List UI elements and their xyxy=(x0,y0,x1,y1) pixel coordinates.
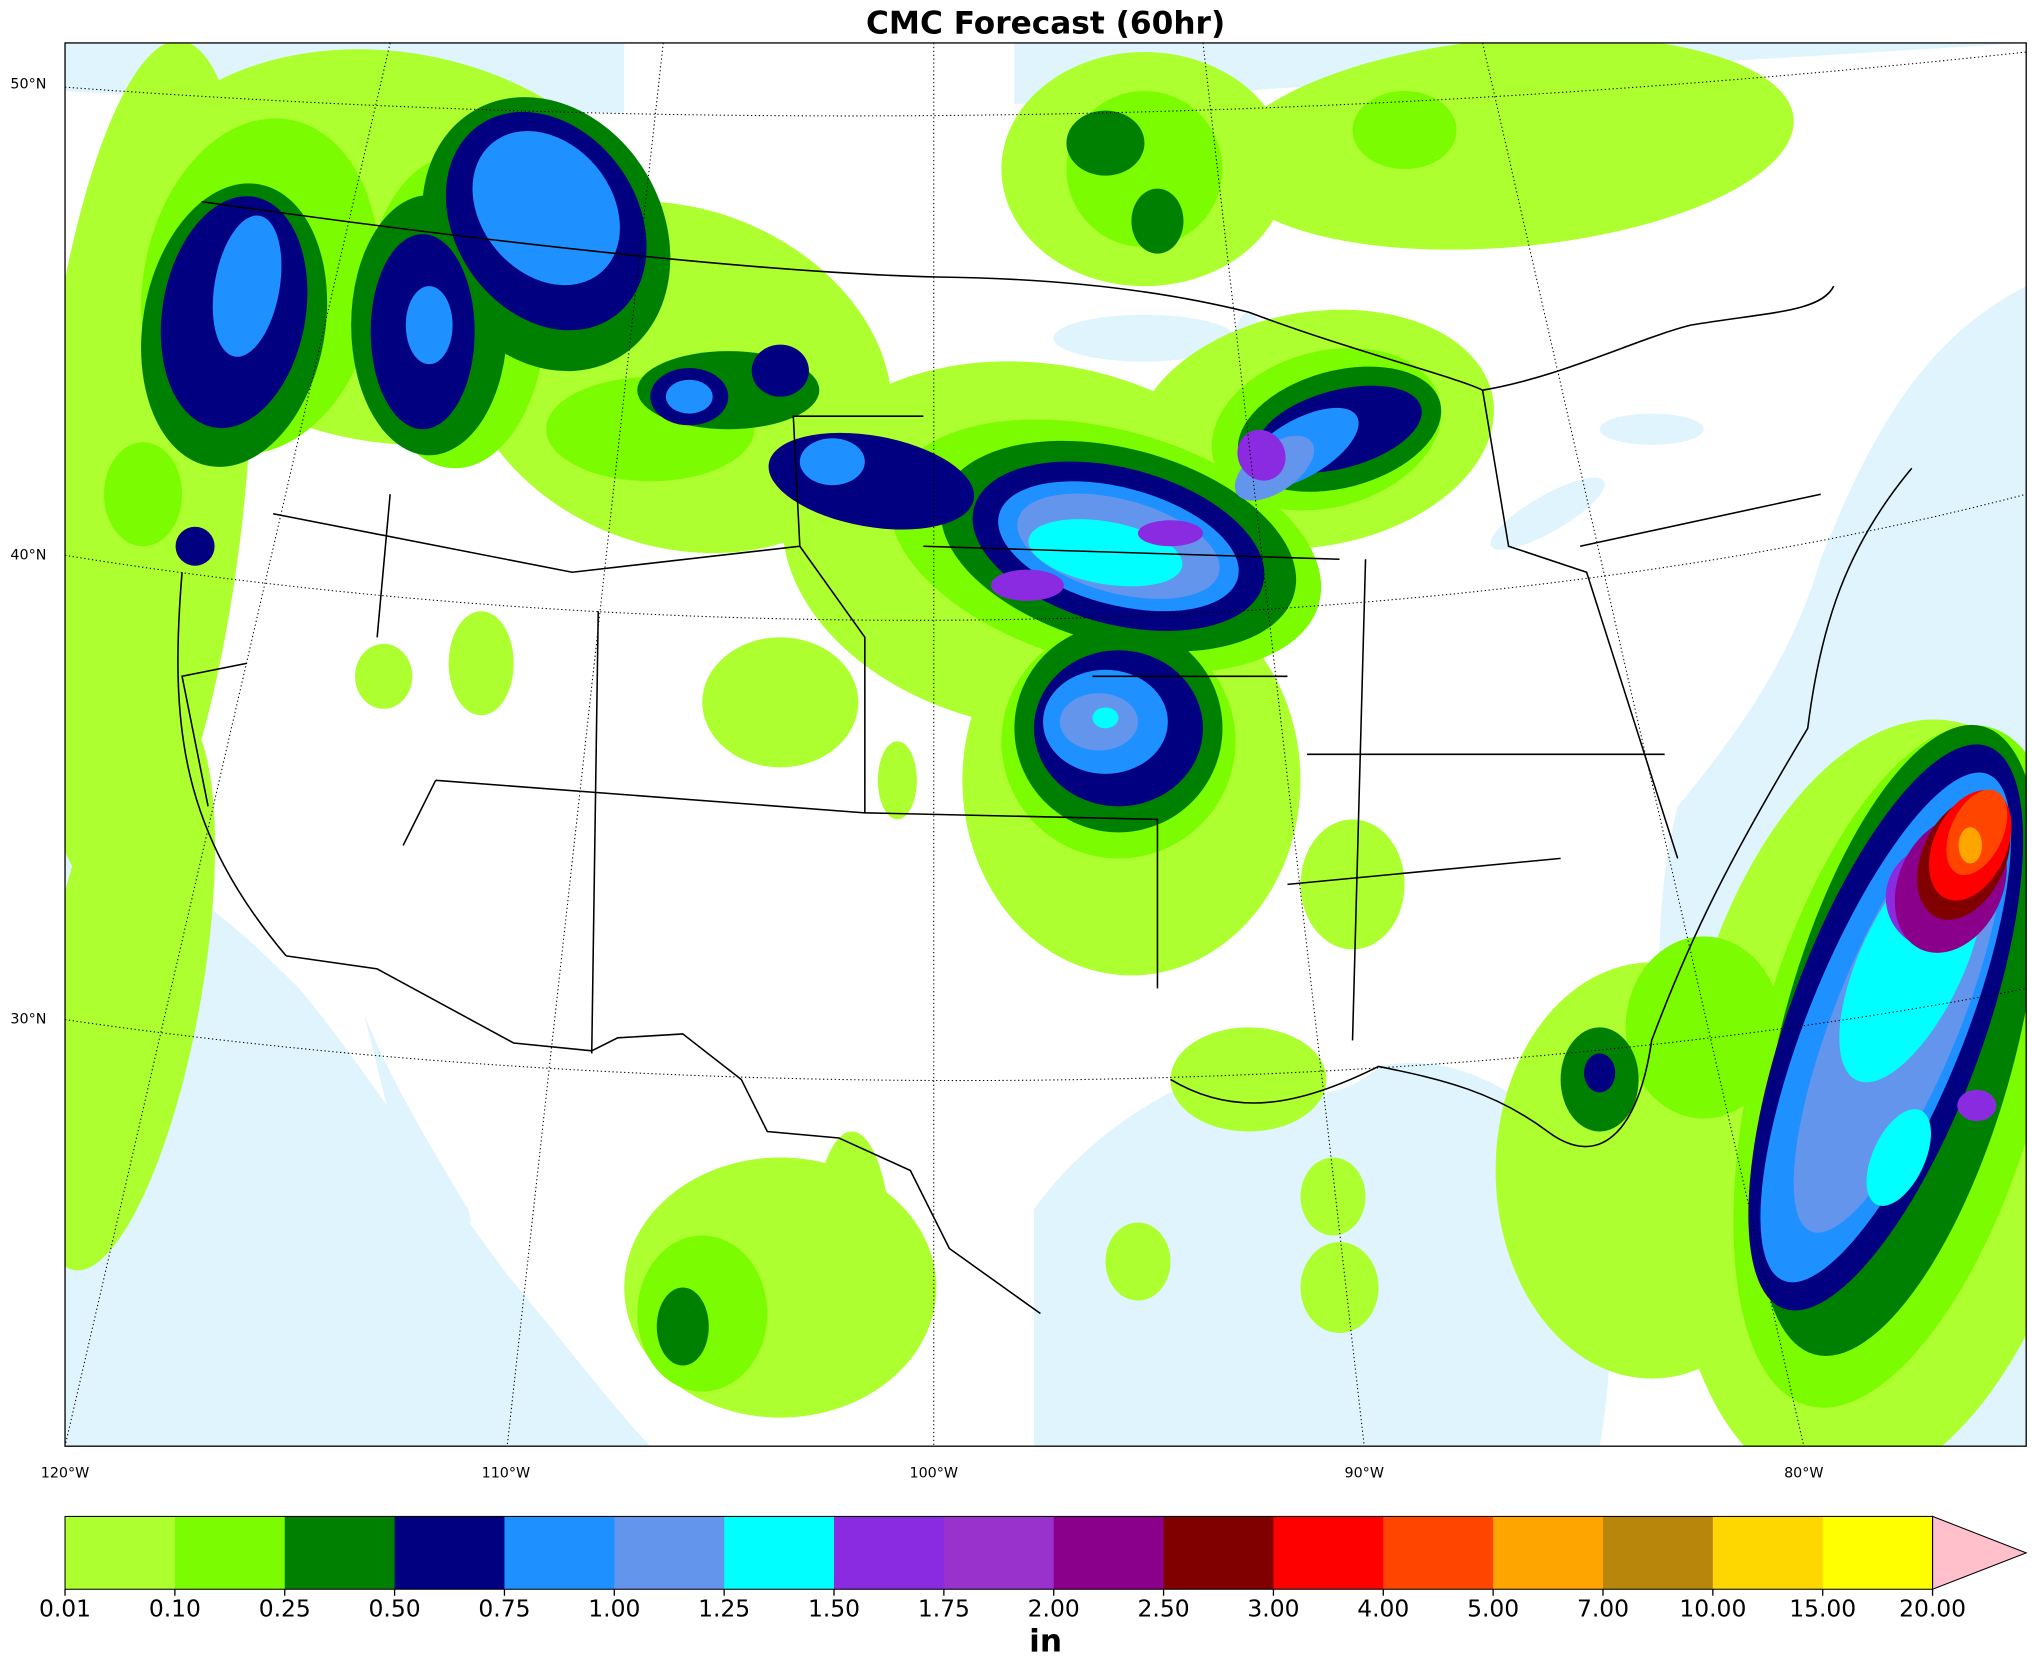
colorbar-tick-label: 0.25 xyxy=(259,1595,311,1623)
lat-label: 40°N xyxy=(10,547,46,563)
precip-contour xyxy=(1958,827,1982,864)
lon-label: 120°W xyxy=(41,1466,90,1482)
precip-contour xyxy=(448,611,514,716)
colorbar-bin xyxy=(504,1516,615,1590)
colorbar-tick-label: 0.01 xyxy=(39,1595,91,1623)
colorbar-frame xyxy=(64,1515,1934,1590)
state-lines xyxy=(181,390,1821,1054)
colorbar-tick-label: 3.00 xyxy=(1247,1595,1299,1623)
precip-contour xyxy=(1300,819,1405,950)
precip-contour xyxy=(1066,110,1145,176)
precip-contour xyxy=(212,215,282,357)
lake xyxy=(1053,314,1236,362)
lake xyxy=(1599,413,1704,445)
precip-contour xyxy=(656,1287,709,1366)
lon-label: 80°W xyxy=(1784,1466,1823,1482)
colorbar-tick-label: 15.00 xyxy=(1789,1595,1856,1623)
colorbar-bin xyxy=(1383,1516,1494,1590)
colorbar-bin xyxy=(394,1516,506,1590)
precip-contour xyxy=(1584,1053,1616,1093)
precip-contour xyxy=(405,286,453,365)
us-canada-border xyxy=(201,200,1835,391)
precip-contour xyxy=(1170,1027,1327,1132)
precip-contour xyxy=(1957,1089,1997,1122)
precip-contour xyxy=(1352,91,1457,170)
colorbar-bin xyxy=(1602,1516,1714,1590)
precip-contour xyxy=(812,1131,891,1366)
title: CMC Forecast (60hr) xyxy=(866,6,1225,42)
colorbar-bin xyxy=(943,1516,1055,1590)
colorbar-bin xyxy=(1273,1516,1384,1590)
colorbar-bin xyxy=(614,1516,725,1590)
precip-contour xyxy=(1300,1242,1379,1334)
precip-contour xyxy=(1625,936,1782,1119)
colorbar-tick-label: 0.50 xyxy=(369,1595,421,1623)
precip-contour xyxy=(472,131,620,286)
colorbar-tick-label: 1.25 xyxy=(698,1595,750,1623)
lon-label: 110°W xyxy=(482,1466,531,1482)
colorbar-bin xyxy=(65,1516,176,1590)
colorbar-tick-label: 1.50 xyxy=(808,1595,860,1623)
colorbar-bin xyxy=(1163,1516,1275,1590)
precipitation xyxy=(65,42,2027,1447)
precip-contour xyxy=(1105,1222,1171,1301)
lat-label: 50°N xyxy=(10,77,46,93)
precip-contour xyxy=(104,442,183,547)
lon-label: 90°W xyxy=(1344,1466,1383,1482)
precip-contour xyxy=(175,526,215,566)
colorbar-tick-label: 0.10 xyxy=(149,1595,201,1623)
colorbar-tick-label: 10.00 xyxy=(1679,1595,1746,1623)
precip-contour xyxy=(799,438,865,486)
precip-contour xyxy=(65,706,216,1271)
colorbar-tick-label: 2.50 xyxy=(1138,1595,1190,1623)
precip-contour xyxy=(665,379,713,414)
precip-contour xyxy=(751,344,809,397)
precip-contour xyxy=(1300,1157,1366,1236)
colorbar-tick-label: 4.00 xyxy=(1357,1595,1409,1623)
colorbar-tick-label: 5.00 xyxy=(1467,1595,1519,1623)
precip-contour xyxy=(355,643,413,709)
precip-contour xyxy=(1866,1109,1931,1206)
graticule xyxy=(65,42,2027,1447)
colorbar-extend xyxy=(1932,1515,2028,1591)
colorbar-tick-label: 20.00 xyxy=(1899,1595,1966,1623)
lake xyxy=(1490,477,1605,550)
colorbar-bin xyxy=(834,1516,945,1590)
colorbar-bin xyxy=(1053,1516,1165,1590)
precip-contour xyxy=(1092,707,1119,729)
gulf-of-california xyxy=(364,1014,471,1223)
map xyxy=(65,42,2027,1447)
map-frame xyxy=(64,42,2027,1447)
colorbar-label: in xyxy=(1029,1624,1062,1660)
colorbar: 0.01 0.10 0.25 0.50 0.75 1.00 1.25 1.50 1.75 2.00… xyxy=(39,1515,2028,1623)
coastline xyxy=(177,467,1913,1148)
us-mexico-border xyxy=(286,955,1041,1315)
pacific xyxy=(65,832,651,1447)
precip-contour xyxy=(1223,42,1794,250)
colorbar-bin xyxy=(284,1516,396,1590)
lon-label: 100°W xyxy=(909,1466,958,1482)
lat-label: 30°N xyxy=(10,1012,46,1028)
precip-contour xyxy=(1131,188,1184,254)
colorbar-tick-label: 1.00 xyxy=(588,1595,640,1623)
colorbar-tick-label: 2.00 xyxy=(1028,1595,1080,1623)
colorbar-bin xyxy=(174,1516,286,1590)
colorbar-bin xyxy=(1712,1516,1824,1590)
colorbar-tick-label: 1.75 xyxy=(918,1595,970,1623)
precip-contour xyxy=(702,637,859,768)
colorbar-bin xyxy=(724,1516,835,1590)
colorbar-tick-label: 7.00 xyxy=(1577,1595,1629,1623)
map-labels: 50°N 40°N 30°N 120°W 110°W 100°W 90°W 80°W xyxy=(10,77,1823,1482)
colorbar-tick-label: 0.75 xyxy=(478,1595,530,1623)
colorbar-bin xyxy=(1822,1516,1934,1590)
precip-contour xyxy=(877,741,917,820)
precip-contour xyxy=(1237,429,1286,481)
precip-contour xyxy=(1137,520,1203,547)
colorbar-bin xyxy=(1493,1516,1604,1590)
precip-contour xyxy=(990,569,1064,601)
